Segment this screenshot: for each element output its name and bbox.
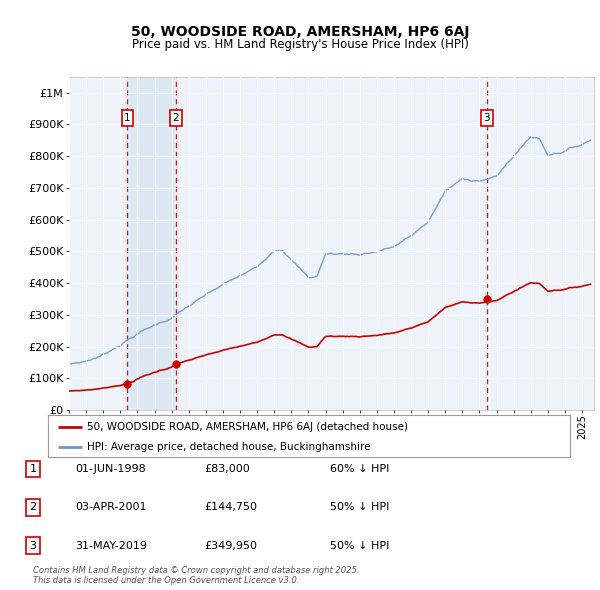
Text: 3: 3	[29, 541, 37, 550]
Text: 31-MAY-2019: 31-MAY-2019	[75, 541, 147, 550]
Text: 50% ↓ HPI: 50% ↓ HPI	[330, 541, 389, 550]
Text: 50% ↓ HPI: 50% ↓ HPI	[330, 503, 389, 512]
Text: 3: 3	[483, 113, 490, 123]
Text: 03-APR-2001: 03-APR-2001	[75, 503, 146, 512]
Text: 60% ↓ HPI: 60% ↓ HPI	[330, 464, 389, 474]
Text: Price paid vs. HM Land Registry's House Price Index (HPI): Price paid vs. HM Land Registry's House …	[131, 38, 469, 51]
Text: £349,950: £349,950	[204, 541, 257, 550]
Bar	[127, 77, 176, 410]
Text: 2: 2	[29, 503, 37, 512]
Text: 01-JUN-1998: 01-JUN-1998	[75, 464, 146, 474]
Text: £144,750: £144,750	[204, 503, 257, 512]
Text: £83,000: £83,000	[204, 464, 250, 474]
Text: 1: 1	[124, 113, 131, 123]
Text: 2: 2	[173, 113, 179, 123]
Text: Contains HM Land Registry data © Crown copyright and database right 2025.
This d: Contains HM Land Registry data © Crown c…	[33, 566, 359, 585]
Text: 1: 1	[29, 464, 37, 474]
Text: 50, WOODSIDE ROAD, AMERSHAM, HP6 6AJ (detached house): 50, WOODSIDE ROAD, AMERSHAM, HP6 6AJ (de…	[87, 422, 408, 432]
Text: HPI: Average price, detached house, Buckinghamshire: HPI: Average price, detached house, Buck…	[87, 442, 371, 451]
Text: 50, WOODSIDE ROAD, AMERSHAM, HP6 6AJ: 50, WOODSIDE ROAD, AMERSHAM, HP6 6AJ	[131, 25, 469, 39]
